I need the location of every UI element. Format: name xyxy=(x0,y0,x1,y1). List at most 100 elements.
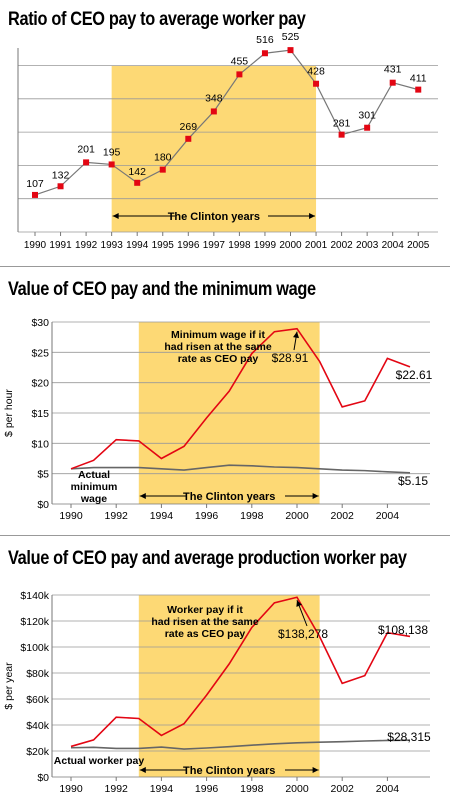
x-tick-label: 1992 xyxy=(105,510,129,522)
peak-arrow-head xyxy=(296,600,302,607)
chart1-title: Ratio of CEO pay to average worker pay xyxy=(8,9,306,30)
y-axis-label: $ per year xyxy=(3,662,15,710)
y-tick-label: $140k xyxy=(20,590,49,602)
y-tick-label: $10 xyxy=(31,438,49,450)
clinton-years-label: The Clinton years xyxy=(183,491,275,503)
data-label: 431 xyxy=(384,64,402,76)
data-label: 180 xyxy=(154,152,172,164)
x-tick-label: 2004 xyxy=(382,240,405,251)
x-tick-label: 2000 xyxy=(279,240,302,251)
arrow-head-right xyxy=(312,767,319,773)
x-tick-label: 1998 xyxy=(240,783,264,795)
x-tick-label: 2004 xyxy=(376,783,400,795)
data-label: 301 xyxy=(358,110,376,122)
y-tick-label: $60k xyxy=(26,694,50,706)
data-label: 348 xyxy=(205,92,223,104)
data-point xyxy=(338,131,345,138)
x-tick-label: 1990 xyxy=(59,510,83,522)
end-value-label-ceo-rate: $22.61 xyxy=(396,368,433,382)
data-point xyxy=(313,80,320,87)
data-label: 411 xyxy=(410,73,427,85)
x-tick-label: 1996 xyxy=(195,510,219,522)
data-point xyxy=(57,183,64,190)
chart1-plot: 1990 1991 1992 1993 1994 1995 1996 1997 1998 1999… xyxy=(17,31,438,251)
x-tick-label: 1990 xyxy=(24,240,47,251)
peak-value-label: $138,278 xyxy=(278,627,328,641)
y-tick-label: $30 xyxy=(31,317,49,329)
data-point xyxy=(364,124,371,131)
x-tick-label: 1991 xyxy=(49,240,72,251)
series-label-ceo-rate: Minimum wage if it xyxy=(171,329,265,341)
x-tick-label: 1999 xyxy=(254,240,277,251)
arrow-head-left xyxy=(139,767,146,773)
data-label: 455 xyxy=(231,55,249,67)
x-tick-label: 2005 xyxy=(407,240,430,251)
data-label: 142 xyxy=(128,166,146,178)
data-point xyxy=(108,161,115,168)
data-point xyxy=(210,108,217,115)
data-label: 132 xyxy=(52,169,70,181)
arrow-head-left xyxy=(139,493,146,499)
x-tick-label: 2000 xyxy=(285,510,309,522)
y-axis-label: $ per hour xyxy=(3,389,15,437)
x-tick-label: 1992 xyxy=(105,783,129,795)
x-tick-label: 1992 xyxy=(75,240,98,251)
x-tick-label: 2002 xyxy=(331,510,355,522)
chart3-title: Value of CEO pay and average production … xyxy=(8,548,407,569)
x-tick-label: 2002 xyxy=(331,783,355,795)
series-line-ceo-rate xyxy=(70,596,411,748)
chart2-plot: $0 $5 $10 $15 $20 $25 $30 $ per hour 1990 1992 199… xyxy=(3,317,433,522)
end-value-label-ceo-rate: $108,138 xyxy=(378,623,428,637)
x-tick-label: 1996 xyxy=(177,240,200,251)
data-label: 195 xyxy=(103,146,121,158)
x-tick-label: 2003 xyxy=(356,240,379,251)
x-tick-label: 1990 xyxy=(59,783,83,795)
divider-2 xyxy=(0,535,450,536)
data-point xyxy=(389,79,396,86)
clinton-years-label: The Clinton years xyxy=(168,211,260,223)
x-tick-label: 1998 xyxy=(240,510,264,522)
series-label-ceo-rate: Worker pay if it xyxy=(167,604,243,616)
x-tick-label: 2004 xyxy=(376,510,400,522)
y-tick-label: $5 xyxy=(37,469,49,481)
end-value-label-actual: $28,315 xyxy=(387,730,431,744)
x-tick-label: 1997 xyxy=(203,240,226,251)
data-label: 516 xyxy=(256,34,274,46)
arrow-head-right xyxy=(309,213,316,219)
x-tick-label: 1994 xyxy=(150,510,174,522)
peak-value-label: $28.91 xyxy=(272,351,309,365)
peak-arrow-head xyxy=(293,331,299,339)
x-tick-label: 1994 xyxy=(150,783,174,795)
series-line-actual xyxy=(70,739,411,750)
data-point xyxy=(415,86,422,93)
arrow-head-right xyxy=(312,493,319,499)
data-point xyxy=(185,135,192,142)
divider-1 xyxy=(0,266,450,267)
y-tick-label: $25 xyxy=(31,347,49,359)
data-point xyxy=(159,166,166,173)
y-tick-label: $20k xyxy=(26,746,50,758)
x-tick-label: 2001 xyxy=(305,240,328,251)
data-point xyxy=(32,191,38,198)
data-label: 107 xyxy=(26,178,44,190)
x-tick-label: 2000 xyxy=(285,783,309,795)
series-label-ceo-rate: rate as CEO pay xyxy=(165,628,246,640)
ratio-line xyxy=(34,49,419,196)
x-tick-label: 2002 xyxy=(330,240,353,251)
y-tick-label: $80k xyxy=(26,668,50,680)
clinton-years-label: The Clinton years xyxy=(183,765,275,777)
series-label-ceo-rate: had risen at the same xyxy=(164,341,272,353)
x-tick-label: 1998 xyxy=(228,240,251,251)
data-label: 428 xyxy=(307,66,325,78)
y-tick-label: $100k xyxy=(20,642,49,654)
y-tick-label: $0 xyxy=(37,499,49,511)
data-point xyxy=(236,71,243,78)
y-tick-label: $20 xyxy=(31,378,49,390)
data-label: 269 xyxy=(180,121,198,133)
series-line-actual xyxy=(70,464,411,474)
series-line-ceo-rate xyxy=(70,327,411,470)
series-label-actual: minimum xyxy=(71,481,118,493)
data-point xyxy=(287,47,294,54)
series-label-actual: wage xyxy=(80,493,107,505)
y-tick-label: $0 xyxy=(37,772,49,784)
